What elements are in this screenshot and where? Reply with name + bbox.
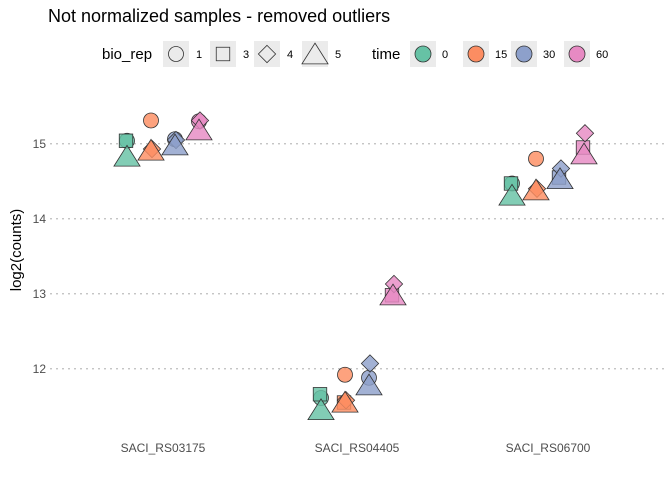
data-point-triangle xyxy=(379,283,407,306)
legend-shape-title: bio_rep xyxy=(102,46,152,63)
legend-key-background xyxy=(163,41,189,67)
x-tick-label: SACI_RS04405 xyxy=(315,441,400,455)
legend-square-icon xyxy=(215,46,231,62)
legend-shape-label: 5 xyxy=(335,49,341,61)
legend-color: time 0 15 30 60 xyxy=(372,41,608,67)
legend-color-swatch xyxy=(467,45,485,63)
data-point-square xyxy=(312,387,328,402)
legend-diamond-icon xyxy=(257,44,277,64)
data-points xyxy=(113,111,598,421)
data-point-triangle xyxy=(331,390,359,413)
data-point-triangle xyxy=(113,144,141,167)
y-tick-label: 12 xyxy=(33,362,47,376)
legend-key-background xyxy=(210,41,236,67)
data-point-circle xyxy=(528,150,544,167)
y-axis-label: log2(counts) xyxy=(8,209,25,292)
data-point-circle xyxy=(337,366,353,383)
data-point-triangle xyxy=(498,183,526,206)
data-point-triangle xyxy=(355,373,383,396)
legend-color-label: 0 xyxy=(442,49,448,61)
legend-color-swatch xyxy=(515,45,533,63)
chart-title: Not normalized samples - removed outlier… xyxy=(48,6,390,26)
y-axis-ticks: 12 13 14 15 xyxy=(33,137,47,376)
data-point-triangle xyxy=(307,398,335,421)
data-point-triangle xyxy=(546,167,574,190)
data-point-triangle xyxy=(570,142,598,165)
data-point-triangle xyxy=(185,118,213,141)
legend-color-swatch xyxy=(568,45,586,63)
x-tick-label: SACI_RS03175 xyxy=(121,441,206,455)
legend-shape-label: 1 xyxy=(196,49,202,61)
data-point-triangle xyxy=(137,138,165,161)
legend-color-label: 30 xyxy=(543,49,555,61)
data-point-circle xyxy=(143,112,159,129)
legend-shape-label: 3 xyxy=(243,49,249,61)
legend-shape-label: 4 xyxy=(287,49,293,61)
legend-color-swatch xyxy=(414,45,432,63)
legend-color-label: 15 xyxy=(495,49,507,61)
legend-key-background xyxy=(302,41,328,67)
data-point-diamond xyxy=(575,124,595,143)
y-tick-label: 13 xyxy=(33,287,47,301)
x-tick-label: SACI_RS06700 xyxy=(506,441,591,455)
data-point-diamond xyxy=(360,354,380,373)
legend-triangle-icon xyxy=(301,42,329,65)
legend-color-title: time xyxy=(372,46,400,63)
y-tick-label: 14 xyxy=(33,212,47,226)
legend-color-label: 60 xyxy=(596,49,608,61)
legend-shape: bio_rep 1 3 4 5 xyxy=(102,41,341,67)
data-point-square xyxy=(118,133,134,148)
y-tick-label: 15 xyxy=(33,137,47,151)
gridlines xyxy=(50,143,665,370)
legend-circle-icon xyxy=(168,46,184,62)
x-axis-ticks: SACI_RS03175 SACI_RS04405 SACI_RS06700 xyxy=(121,441,591,455)
data-point-triangle xyxy=(522,178,550,201)
data-point-triangle xyxy=(161,133,189,156)
